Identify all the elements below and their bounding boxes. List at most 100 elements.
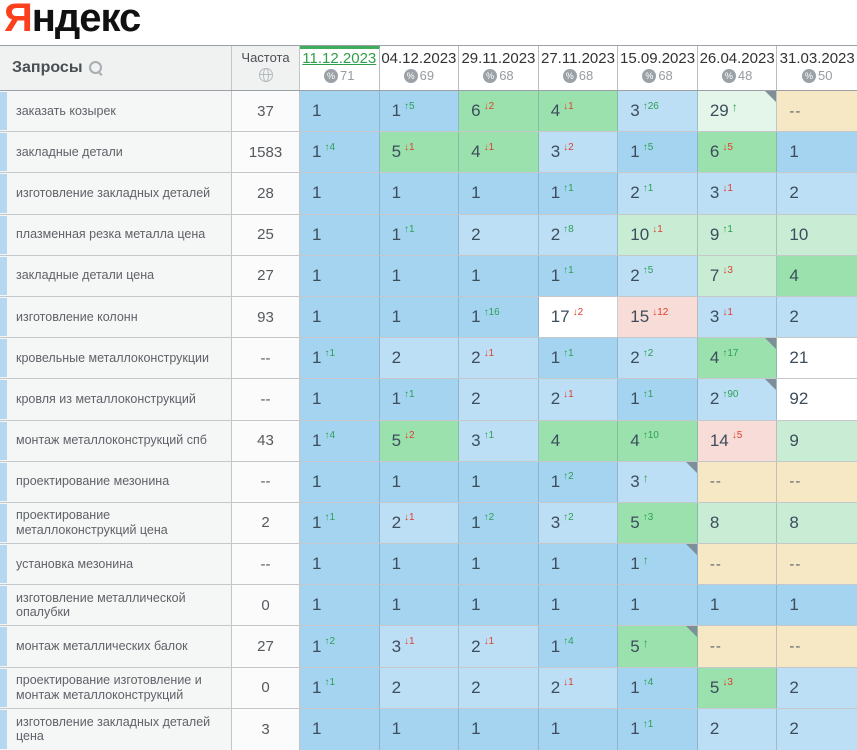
position-cell[interactable]: 1 ↑2	[300, 626, 380, 667]
position-cell[interactable]: 3 ↓1	[379, 626, 460, 667]
date-column-header[interactable]: 29.11.2023 % 68	[459, 46, 539, 90]
position-cell[interactable]: 3 ↑26	[618, 91, 698, 132]
position-cell[interactable]: 2 ↓1	[538, 379, 619, 420]
position-cell[interactable]: 1 ↑2	[459, 502, 539, 544]
position-cell[interactable]: 1 ↑1	[538, 173, 619, 214]
position-cell[interactable]: 2 ↑1	[618, 173, 698, 214]
position-cell[interactable]: 2	[459, 214, 539, 255]
position-cell[interactable]: 1 ↑1	[618, 708, 698, 750]
date-column-header[interactable]: 11.12.2023 % 71	[300, 46, 380, 90]
position-cell[interactable]: 2	[697, 708, 778, 750]
position-cell[interactable]: 1 ↑16	[459, 296, 539, 338]
position-cell[interactable]: 1	[379, 544, 460, 585]
query-label[interactable]: изготовление колонн	[0, 296, 232, 338]
position-cell[interactable]: 5 ↓3	[697, 667, 778, 708]
position-cell[interactable]: --	[697, 544, 778, 585]
search-icon[interactable]	[89, 61, 103, 75]
position-cell[interactable]: 2	[459, 379, 539, 420]
query-label[interactable]: кровля из металлоконструкций	[0, 379, 232, 420]
date-label[interactable]: 31.03.2023	[779, 50, 855, 67]
position-cell[interactable]: 1 ↑1	[300, 667, 380, 708]
query-label[interactable]: плазменная резка металла цена	[0, 214, 232, 255]
date-label[interactable]: 27.11.2023	[541, 50, 615, 67]
position-cell[interactable]: 3 ↓1	[697, 173, 778, 214]
position-cell[interactable]: 2 ↑2	[618, 338, 698, 379]
position-cell[interactable]: 1	[300, 296, 380, 338]
date-column-header[interactable]: 26.04.2023 % 48	[697, 46, 778, 90]
position-cell[interactable]: 1 ↑1	[538, 255, 619, 296]
position-cell[interactable]: 1 ↑1	[379, 379, 460, 420]
position-cell[interactable]: 1 ↑4	[538, 626, 619, 667]
position-cell[interactable]: 2	[777, 708, 857, 750]
position-cell[interactable]: 6 ↓2	[459, 91, 539, 132]
position-cell[interactable]: 1	[618, 585, 698, 626]
query-label[interactable]: закладные детали	[0, 132, 232, 173]
position-cell[interactable]: 9 ↑1	[697, 214, 778, 255]
date-column-header[interactable]: 15.09.2023 % 68	[618, 46, 698, 90]
position-cell[interactable]: 1	[379, 708, 460, 750]
position-cell[interactable]: 2 ↓1	[538, 667, 619, 708]
position-cell[interactable]: 1 ↑5	[618, 132, 698, 173]
position-cell[interactable]: 1	[379, 296, 460, 338]
query-label[interactable]: заказать козырек	[0, 91, 232, 132]
position-cell[interactable]: 1 ↑1	[618, 379, 698, 420]
position-cell[interactable]: 1	[300, 255, 380, 296]
position-cell[interactable]: 1	[300, 214, 380, 255]
date-label[interactable]: 29.11.2023	[461, 50, 536, 67]
position-cell[interactable]: 1	[459, 255, 539, 296]
position-cell[interactable]: --	[777, 626, 857, 667]
query-label[interactable]: кровельные металлоконструкции	[0, 338, 232, 379]
date-label[interactable]: 04.12.2023	[381, 50, 457, 67]
query-label[interactable]: изготовление закладных деталей	[0, 173, 232, 214]
position-cell[interactable]: 1 ↑1	[300, 338, 380, 379]
position-cell[interactable]: 1	[379, 585, 460, 626]
position-cell[interactable]: 1	[300, 91, 380, 132]
position-cell[interactable]: 2 ↑8	[538, 214, 619, 255]
position-cell[interactable]: 1 ↑5	[379, 91, 460, 132]
position-cell[interactable]: 2	[459, 667, 539, 708]
query-label[interactable]: монтаж металлических балок	[0, 626, 232, 667]
position-cell[interactable]: 1	[459, 461, 539, 502]
position-cell[interactable]: 10 ↓1	[618, 214, 698, 255]
position-cell-with-note[interactable]: 1 ↑	[618, 544, 698, 585]
position-cell[interactable]: 1	[300, 379, 380, 420]
position-cell[interactable]: 2	[777, 667, 857, 708]
position-cell[interactable]: --	[777, 461, 857, 502]
position-cell[interactable]: 1	[379, 255, 460, 296]
position-cell-with-note[interactable]: 29 ↑	[697, 91, 778, 132]
position-cell-with-note[interactable]: 2 ↑90	[697, 379, 778, 420]
position-cell[interactable]: 3 ↑2	[538, 502, 619, 544]
position-cell[interactable]: 1	[777, 132, 857, 173]
query-label[interactable]: проектирование мезонина	[0, 461, 232, 502]
position-cell[interactable]: 1	[697, 585, 778, 626]
query-label[interactable]: закладные детали цена	[0, 255, 232, 296]
position-cell[interactable]: 3 ↓1	[697, 296, 778, 338]
position-cell[interactable]: 2 ↑5	[618, 255, 698, 296]
position-cell[interactable]: 1	[459, 708, 539, 750]
position-cell[interactable]: 1	[300, 708, 380, 750]
position-cell-with-note[interactable]: 3 ↑	[618, 461, 698, 502]
position-cell[interactable]: 8	[777, 502, 857, 544]
position-cell[interactable]: 1	[538, 544, 619, 585]
position-cell[interactable]: 1	[459, 173, 539, 214]
query-label[interactable]: проектирование изготовление и монтаж мет…	[0, 667, 232, 708]
position-cell[interactable]: 6 ↓5	[697, 132, 778, 173]
position-cell[interactable]: 2	[777, 173, 857, 214]
position-cell[interactable]: --	[777, 91, 857, 132]
position-cell[interactable]: 14 ↓5	[697, 420, 778, 461]
position-cell[interactable]: 4	[777, 255, 857, 296]
position-cell[interactable]: 4 ↑10	[618, 420, 698, 461]
position-cell[interactable]: 4 ↓1	[459, 132, 539, 173]
position-cell[interactable]: 1 ↑1	[538, 338, 619, 379]
position-cell[interactable]: 2	[379, 667, 460, 708]
position-cell[interactable]: 4 ↓1	[538, 91, 619, 132]
position-cell[interactable]: 2	[777, 296, 857, 338]
position-cell[interactable]: 1	[538, 708, 619, 750]
position-cell[interactable]: 4	[538, 420, 619, 461]
position-cell[interactable]: 1	[300, 173, 380, 214]
position-cell[interactable]: --	[697, 626, 778, 667]
position-cell[interactable]: 92	[777, 379, 857, 420]
position-cell[interactable]: 1 ↑4	[300, 132, 380, 173]
position-cell[interactable]: 1	[300, 544, 380, 585]
position-cell[interactable]: 5 ↓1	[379, 132, 460, 173]
